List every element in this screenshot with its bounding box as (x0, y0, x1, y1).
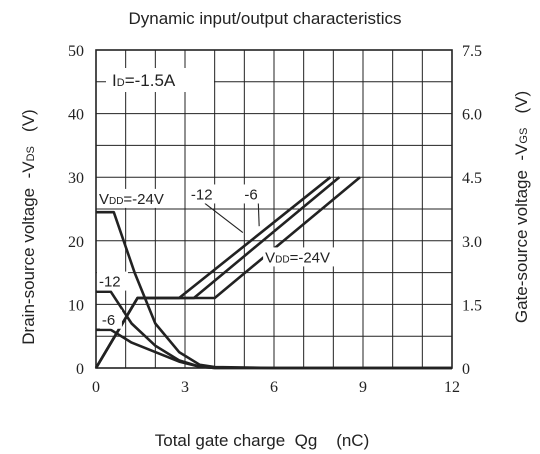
annotation-rest: =-24V (123, 191, 163, 208)
y-right-tick-label: 1.5 (462, 297, 482, 314)
annotation-m12-left: -12 (99, 274, 121, 291)
series (94, 176, 452, 370)
x-tick-label: 12 (444, 379, 460, 396)
annotation-main: V (99, 191, 109, 208)
y-left-tick-label: 0 (76, 361, 84, 378)
y-right-tick-label: 7.5 (462, 43, 482, 60)
y-right-tick-labels: 0 1.5 3.0 4.5 6.0 7.5 (462, 43, 482, 378)
y-left-label-main: Drain-source voltage -V (19, 161, 38, 345)
y-right-axis-label: Gate-source voltage -VGS (V) (512, 91, 531, 323)
y-left-label-sub: DS (25, 146, 37, 161)
condition-label-bg (106, 68, 214, 92)
annotation-bg-m12-right (188, 184, 220, 204)
y-right-tick-label: 4.5 (462, 170, 482, 187)
series-line-2 (96, 328, 452, 370)
annotation-sub: DD (109, 196, 123, 207)
series-line-5 (94, 176, 332, 369)
annotation-vdd24-right: VDD=-24V (265, 249, 330, 266)
chart-title: Dynamic input/output characteristics (128, 9, 401, 28)
y-left-label-unit: (V) (19, 109, 38, 146)
annotation-bg-m6-left (99, 309, 122, 329)
y-left-tick-labels: 0 10 20 30 40 50 (68, 43, 84, 378)
condition-label: ID=-1.5A (112, 71, 176, 90)
condition-label-rest: =-1.5A (125, 71, 176, 90)
y-left-tick-label: 50 (68, 43, 84, 60)
annotation-m12-right: -12 (191, 186, 213, 203)
y-left-tick-label: 20 (68, 234, 84, 251)
x-tick-label: 3 (181, 379, 189, 396)
y-left-tick-label: 40 (68, 107, 84, 124)
annotation-bg-vdd24-right (263, 247, 344, 267)
y-left-tick-label: 30 (68, 170, 84, 187)
x-tick-label: 6 (270, 379, 278, 396)
y-right-label-unit: (V) (512, 91, 531, 128)
condition-label-sub: D (117, 77, 125, 89)
annotation-sub: DD (275, 254, 289, 265)
condition-label-main: I (112, 71, 117, 90)
annotation-bg-m12-left (96, 271, 128, 291)
annotation-m6-right: -6 (244, 186, 257, 203)
annotation-vdd24-left: VDD=-24V (99, 191, 164, 208)
annotation-leader-m6-right (257, 203, 260, 227)
annotation-m6-left: -6 (102, 312, 115, 329)
annotation-bg-vdd24-left (96, 188, 181, 208)
y-left-axis-label: Drain-source voltage -VDS (V) (19, 109, 38, 344)
y-right-tick-label: 6.0 (462, 107, 482, 124)
annotation-bg-m6-right (242, 184, 265, 204)
annotation-main: V (265, 249, 275, 266)
y-right-label-sub: GS (518, 128, 530, 144)
y-left-tick-label: 10 (68, 297, 84, 314)
y-right-tick-label: 3.0 (462, 234, 482, 251)
x-tick-labels: 0 3 6 9 12 (92, 379, 460, 396)
y-right-tick-label: 0 (462, 361, 470, 378)
x-tick-label: 0 (92, 379, 100, 396)
x-tick-label: 9 (359, 379, 367, 396)
annotation-leader-m12-right (204, 203, 244, 233)
annotation-rest: =-24V (290, 249, 330, 266)
y-right-label-main: Gate-source voltage -V (512, 143, 531, 323)
grid (96, 50, 452, 368)
x-axis-label: Total gate charge Qg (nC) (155, 431, 370, 450)
